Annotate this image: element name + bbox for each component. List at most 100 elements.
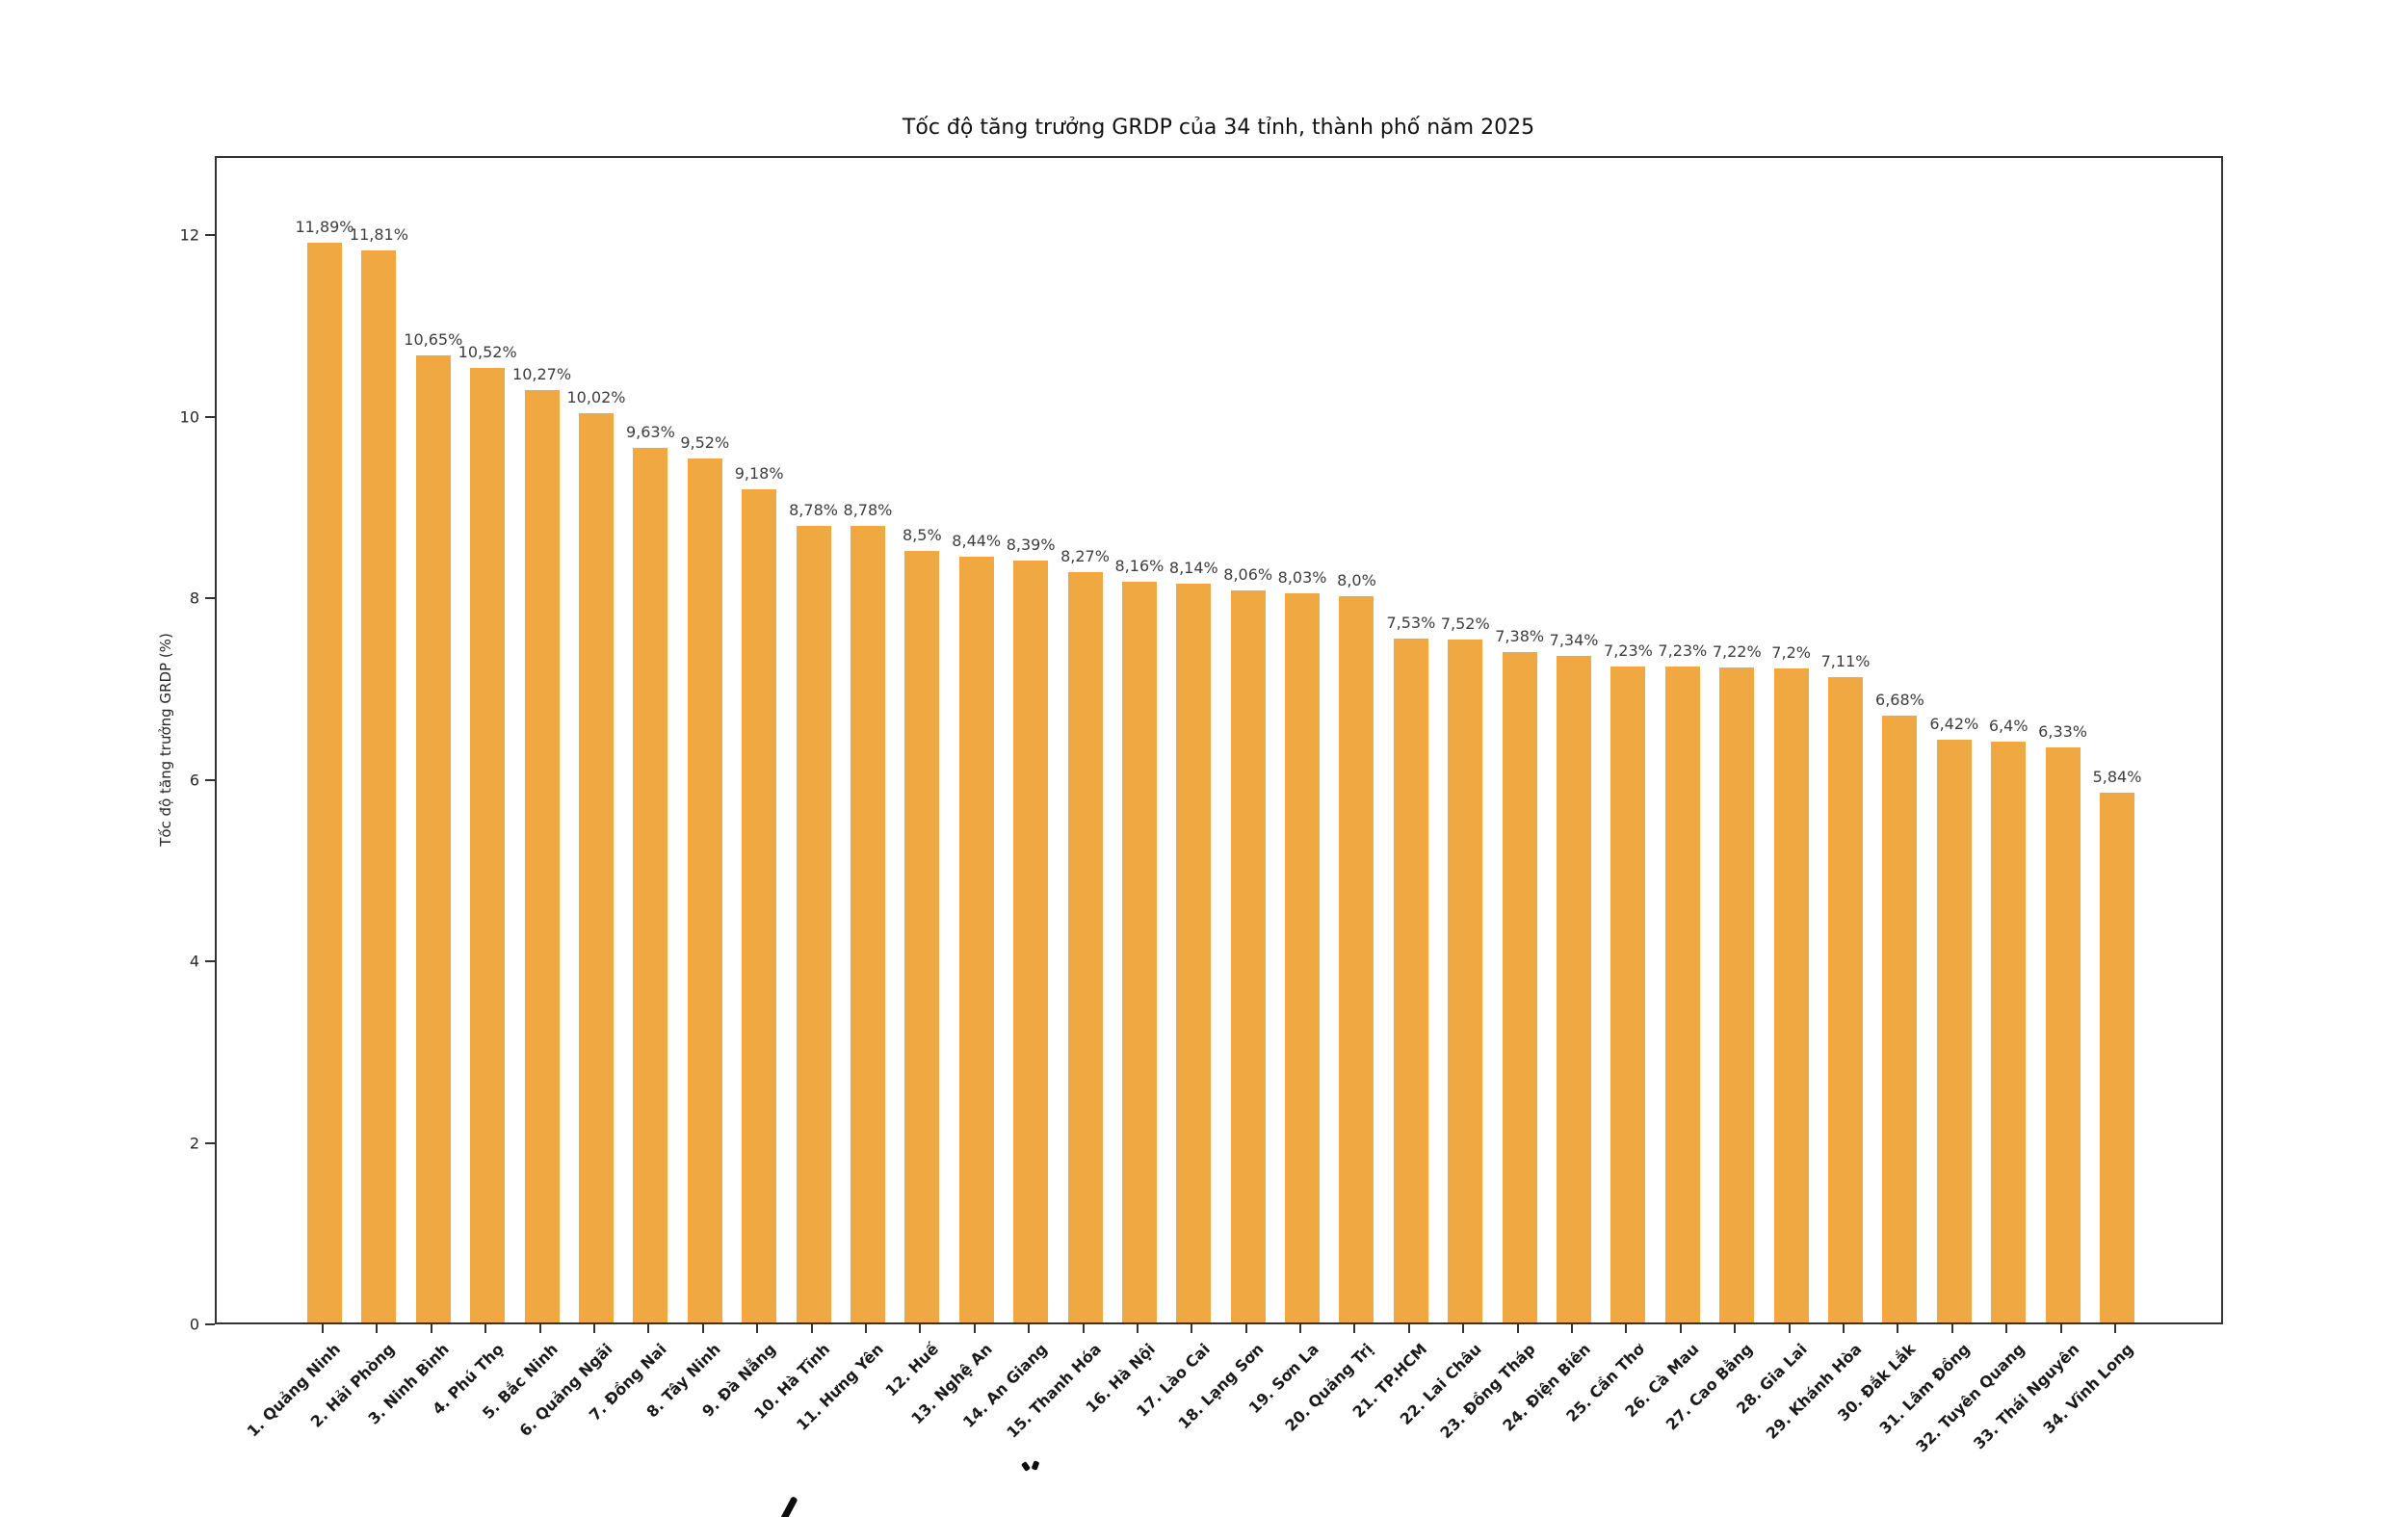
bar-16 [1121, 581, 1157, 1322]
x-tick-label: 29. Khánh Hòa [1762, 1340, 1866, 1443]
x-tick-mark [973, 1324, 976, 1333]
bar-value-label: 7,38% [1495, 627, 1545, 646]
bar-value-label: 8,44% [952, 531, 1002, 550]
y-tick-mark [205, 1323, 215, 1325]
x-tick-mark [1407, 1324, 1410, 1333]
bar-value-label: 11,81% [349, 224, 408, 244]
bar-value-label: 9,52% [680, 432, 730, 452]
bar-value-label: 7,2% [1771, 643, 1811, 663]
bar-15 [1067, 571, 1103, 1322]
bar-28 [1773, 668, 1809, 1322]
x-tick-mark [647, 1324, 650, 1333]
x-tick-mark [810, 1324, 813, 1333]
x-tick-mark [1082, 1324, 1085, 1333]
bar-value-label: 7,22% [1712, 641, 1762, 661]
x-tick-mark [1462, 1324, 1465, 1333]
bar-19 [1285, 593, 1321, 1322]
bar-18 [1230, 590, 1266, 1322]
x-tick-mark [592, 1324, 595, 1333]
y-tick-mark [205, 597, 215, 599]
bar-33 [2045, 747, 2081, 1322]
bar-17 [1176, 583, 1212, 1322]
bar-8 [687, 458, 722, 1322]
bar-32 [1991, 741, 2027, 1322]
bar-value-label: 8,78% [843, 500, 893, 519]
bar-value-label: 8,78% [789, 500, 838, 519]
x-tick-mark [538, 1324, 541, 1333]
x-tick-mark [1191, 1324, 1193, 1333]
x-tick-mark [484, 1324, 487, 1333]
bar-12 [904, 550, 940, 1322]
x-tick-mark [1843, 1324, 1845, 1333]
bar-value-label: 8,14% [1168, 558, 1218, 577]
bar-value-label: 8,03% [1277, 568, 1327, 588]
bar-29 [1828, 676, 1864, 1322]
y-tick-label: 6 [189, 771, 199, 789]
bar-value-label: 7,34% [1549, 631, 1599, 650]
bar-value-label: 10,27% [512, 365, 572, 384]
y-tick-mark [205, 415, 215, 418]
bar-1 [307, 243, 342, 1322]
bar-31 [1936, 739, 1972, 1322]
bar-value-label: 10,02% [566, 387, 626, 406]
x-tick-mark [864, 1324, 867, 1333]
bar-30 [1882, 716, 1918, 1322]
x-tick-mark [1244, 1324, 1247, 1333]
bar-20 [1339, 596, 1374, 1322]
bar-6 [578, 412, 614, 1322]
y-tick-label: 4 [189, 952, 199, 971]
x-tick-label: 1. Quảng Ninh [244, 1340, 345, 1441]
bar-value-label: 8,27% [1060, 546, 1110, 565]
bar-14 [1013, 561, 1049, 1322]
y-tick-label: 8 [189, 588, 199, 608]
bar-value-label: 6,4% [1988, 716, 2028, 735]
x-tick-mark [1516, 1324, 1519, 1333]
bar-3 [415, 355, 451, 1322]
bar-value-label: 8,5% [903, 525, 942, 544]
bar-value-label: 6,33% [2038, 722, 2088, 742]
bar-23 [1502, 652, 1537, 1322]
bar-4 [470, 367, 506, 1322]
x-tick-label: 23. Đồng Tháp [1436, 1340, 1540, 1443]
bar-9 [742, 488, 777, 1322]
bar-26 [1664, 666, 1700, 1322]
y-tick-label: 0 [189, 1315, 199, 1334]
y-axis-label: Tốc độ tăng trưởng GRDP (%) [157, 633, 174, 847]
bar-10 [796, 525, 831, 1322]
bar-value-label: 8,0% [1337, 571, 1376, 589]
x-tick-mark [376, 1324, 379, 1333]
bar-27 [1719, 667, 1755, 1322]
bar-value-label: 7,11% [1820, 651, 1871, 670]
y-tick-mark [205, 778, 215, 781]
bar-5 [524, 390, 560, 1322]
x-tick-mark [1734, 1324, 1737, 1333]
x-tick-mark [1897, 1324, 1899, 1333]
y-tick-label: 10 [179, 407, 199, 426]
x-tick-mark [1788, 1324, 1791, 1333]
plot-area: 11,89% 11,81% 10,65% 10,52% 10,27% 10,02% 9,63… [215, 156, 2223, 1324]
bar-value-label: 9,18% [734, 463, 784, 483]
bar-value-label: 8,39% [1006, 536, 1056, 555]
bar-value-label: 9,63% [625, 423, 675, 442]
cropped-text-fragment [1031, 1460, 1040, 1471]
x-tick-label: 15. Thanh Hóa [1003, 1340, 1105, 1442]
bar-value-label: 7,52% [1440, 615, 1490, 634]
x-tick-mark [1353, 1324, 1356, 1333]
x-tick-mark [1571, 1324, 1574, 1333]
y-tick-label: 12 [179, 225, 199, 245]
x-tick-mark [1950, 1324, 1953, 1333]
bar-value-label: 7,23% [1658, 641, 1708, 660]
x-tick-mark [2059, 1324, 2062, 1333]
bar-value-label: 6,68% [1875, 691, 1924, 710]
cropped-text-fragment [778, 1496, 798, 1517]
x-tick-mark [756, 1324, 759, 1333]
x-tick-mark [1299, 1324, 1302, 1333]
bar-value-label: 8,06% [1223, 565, 1273, 585]
x-tick-mark [2114, 1324, 2116, 1333]
y-tick-mark [205, 234, 215, 236]
bar-21 [1393, 639, 1428, 1322]
y-tick-mark [205, 1141, 215, 1144]
chart-title: Tốc độ tăng trưởng GRDP của 34 tỉnh, thà… [902, 116, 1535, 140]
bar-value-label: 10,65% [404, 330, 463, 350]
